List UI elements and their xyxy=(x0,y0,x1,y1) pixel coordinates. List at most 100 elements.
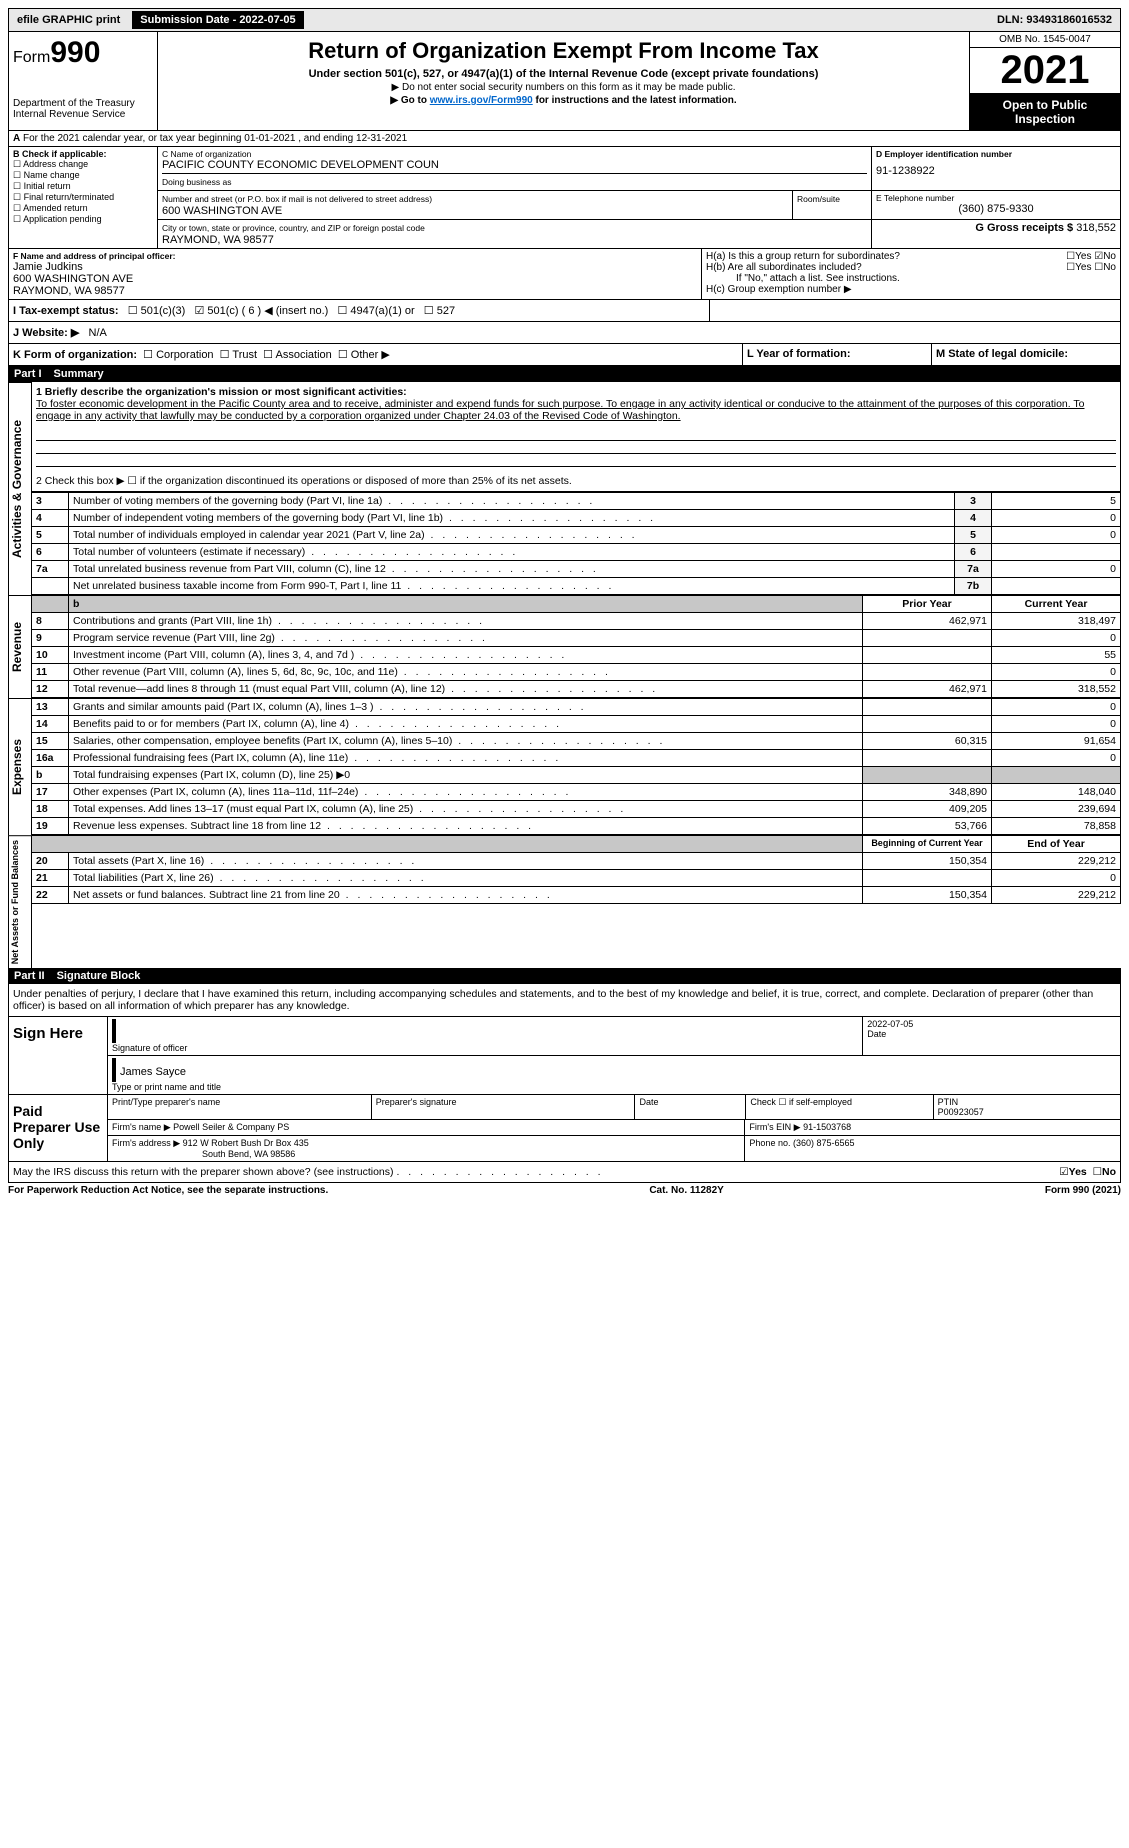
table-row: 4 Number of independent voting members o… xyxy=(32,510,1121,527)
hb-no[interactable]: No xyxy=(1103,262,1116,273)
table-row: 11 Other revenue (Part VIII, column (A),… xyxy=(32,664,1121,681)
i-label: I Tax-exempt status: xyxy=(13,305,119,317)
firm-addr2: South Bend, WA 98586 xyxy=(112,1149,295,1159)
table-row: Net unrelated business taxable income fr… xyxy=(32,578,1121,595)
dept-treasury: Department of the Treasury xyxy=(13,98,153,109)
mission-label: 1 Briefly describe the organization's mi… xyxy=(36,386,407,398)
print-name: James Sayce xyxy=(112,1058,1116,1082)
entity-block: B Check if applicable: Address change Na… xyxy=(8,147,1121,249)
summary-block: Activities & Governance 1 Briefly descri… xyxy=(8,382,1121,595)
perjury-text: Under penalties of perjury, I declare th… xyxy=(8,984,1121,1017)
l-label: L Year of formation: xyxy=(747,348,851,360)
officer-addr1: 600 WASHINGTON AVE xyxy=(13,273,697,285)
goto-pre: ▶ Go to xyxy=(390,95,429,106)
line-i: I Tax-exempt status: ☐ 501(c)(3) ☑ 501(c… xyxy=(8,300,1121,322)
sig-officer-label: Signature of officer xyxy=(112,1043,187,1053)
j-label: J Website: ▶ xyxy=(13,327,79,339)
firm-ein: 91-1503768 xyxy=(803,1122,851,1132)
chk-name[interactable]: Name change xyxy=(13,170,153,181)
table-row: 9 Program service revenue (Part VIII, li… xyxy=(32,630,1121,647)
ha-yes[interactable]: Yes xyxy=(1075,251,1091,262)
org-name: PACIFIC COUNTY ECONOMIC DEVELOPMENT COUN xyxy=(162,159,867,171)
discuss-yes[interactable]: Yes xyxy=(1069,1166,1087,1178)
line-a: A For the 2021 calendar year, or tax yea… xyxy=(8,131,1121,147)
chk-address[interactable]: Address change xyxy=(13,159,153,170)
mission-text: To foster economic development in the Pa… xyxy=(36,398,1084,422)
form-subtitle: Under section 501(c), 527, or 4947(a)(1)… xyxy=(162,68,965,80)
h-b: H(b) Are all subordinates included? ☐Yes… xyxy=(706,262,1116,273)
discuss-text: May the IRS discuss this return with the… xyxy=(13,1166,394,1178)
table-row: 10 Investment income (Part VIII, column … xyxy=(32,647,1121,664)
table-row: 19 Revenue less expenses. Subtract line … xyxy=(32,818,1121,835)
dba-label: Doing business as xyxy=(162,177,231,187)
table-row: 3 Number of voting members of the govern… xyxy=(32,493,1121,510)
chk-initial[interactable]: Initial return xyxy=(13,181,153,192)
table-row: 5 Total number of individuals employed i… xyxy=(32,527,1121,544)
self-emp-check[interactable]: Check ☐ if self-employed xyxy=(746,1095,933,1119)
ha-no[interactable]: No xyxy=(1103,251,1116,262)
website-value: N/A xyxy=(89,327,107,339)
i-527[interactable]: 527 xyxy=(437,305,455,317)
prep-name-hdr: Print/Type preparer's name xyxy=(108,1095,372,1119)
i-4947[interactable]: 4947(a)(1) or xyxy=(350,305,414,317)
hb-label: H(b) Are all subordinates included? xyxy=(706,262,862,273)
hc-label: H(c) Group exemption number ▶ xyxy=(706,284,1116,295)
irs-label: Internal Revenue Service xyxy=(13,109,153,120)
k-corp[interactable]: Corporation xyxy=(156,349,213,361)
street-address: 600 WASHINGTON AVE xyxy=(162,205,282,217)
tel-label: E Telephone number xyxy=(876,193,1116,203)
firm-ein-label: Firm's EIN ▶ xyxy=(749,1122,800,1132)
table-row: 13 Grants and similar amounts paid (Part… xyxy=(32,699,1121,716)
signature-block: Sign Here Signature of officer 2022-07-0… xyxy=(8,1017,1121,1162)
irs-link[interactable]: www.irs.gov/Form990 xyxy=(430,95,533,106)
ptin-value: P00923057 xyxy=(938,1107,984,1117)
table-row: 7a Total unrelated business revenue from… xyxy=(32,561,1121,578)
chk-final[interactable]: Final return/terminated xyxy=(13,192,153,203)
table-row: 17 Other expenses (Part IX, column (A), … xyxy=(32,784,1121,801)
officer-addr2: RAYMOND, WA 98577 xyxy=(13,285,697,297)
sig-date-value: 2022-07-05 xyxy=(867,1019,1116,1029)
hb-yes[interactable]: Yes xyxy=(1075,262,1091,273)
k-assoc[interactable]: Association xyxy=(276,349,332,361)
line-j: J Website: ▶ N/A xyxy=(8,322,1121,344)
officer-name: Jamie Judkins xyxy=(13,261,697,273)
prep-sig-hdr: Preparer's signature xyxy=(372,1095,636,1119)
boy-hdr: Beginning of Current Year xyxy=(863,836,992,853)
table-row: 21 Total liabilities (Part X, line 26) 0 xyxy=(32,870,1121,887)
discuss-no[interactable]: No xyxy=(1102,1166,1116,1178)
city-value: RAYMOND, WA 98577 xyxy=(162,234,274,246)
k-trust[interactable]: Trust xyxy=(232,349,257,361)
current-year-hdr: Current Year xyxy=(992,596,1121,613)
line-2: 2 Check this box ▶ ☐ if the organization… xyxy=(36,475,1116,487)
f-label: F Name and address of principal officer: xyxy=(13,251,175,261)
gross-label: G Gross receipts $ xyxy=(975,222,1073,234)
box-b: B Check if applicable: Address change Na… xyxy=(9,147,158,248)
chk-pending[interactable]: Application pending xyxy=(13,214,153,225)
table-row: 20 Total assets (Part X, line 16) 150,35… xyxy=(32,853,1121,870)
prior-year-hdr: Prior Year xyxy=(863,596,992,613)
ein-label: D Employer identification number xyxy=(876,149,1012,159)
sign-here-label: Sign Here xyxy=(9,1017,108,1094)
form-header: Form990 Department of the Treasury Inter… xyxy=(8,32,1121,131)
c-name-label: C Name of organization xyxy=(162,149,867,159)
pra-notice: For Paperwork Reduction Act Notice, see … xyxy=(8,1185,328,1196)
k-other[interactable]: Other ▶ xyxy=(351,349,390,361)
firm-addr-label: Firm's address ▶ xyxy=(112,1138,180,1148)
side-netassets: Net Assets or Fund Balances xyxy=(8,835,32,968)
goto-post: for instructions and the latest informat… xyxy=(533,95,737,106)
firm-name-label: Firm's name ▶ xyxy=(112,1122,171,1132)
table-row: 18 Total expenses. Add lines 13–17 (must… xyxy=(32,801,1121,818)
table-row: 6 Total number of volunteers (estimate i… xyxy=(32,544,1121,561)
sig-date-label: Date xyxy=(867,1029,886,1039)
revenue-table: b Prior Year Current Year 8 Contribution… xyxy=(32,595,1121,698)
addr-label: Number and street (or P.O. box if mail i… xyxy=(162,194,432,204)
i-501c[interactable]: 501(c) ( 6 ) ◀ (insert no.) xyxy=(207,305,328,317)
form-footer: Form 990 (2021) xyxy=(1045,1185,1121,1196)
box-b-label: B Check if applicable: xyxy=(13,149,107,159)
table-row: 15 Salaries, other compensation, employe… xyxy=(32,733,1121,750)
chk-amended[interactable]: Amended return xyxy=(13,203,153,214)
officer-printed-name: James Sayce xyxy=(120,1066,186,1078)
ha-label: H(a) Is this a group return for subordin… xyxy=(706,251,900,262)
open-public: Open to Public Inspection xyxy=(970,94,1120,130)
i-501c3[interactable]: 501(c)(3) xyxy=(141,305,186,317)
